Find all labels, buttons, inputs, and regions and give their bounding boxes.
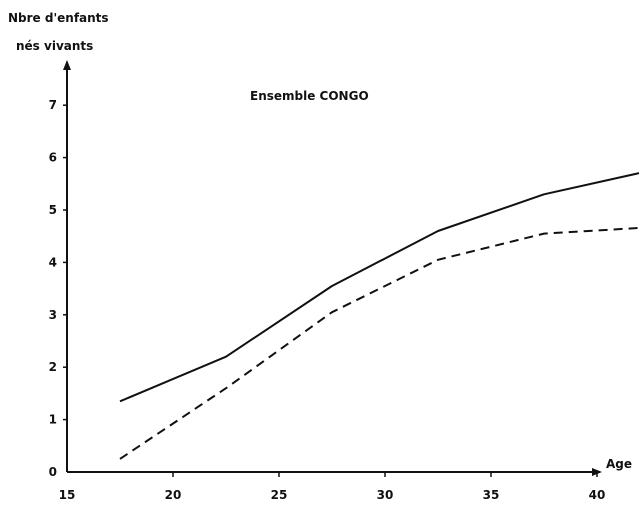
y-tick-label: 2 (49, 360, 57, 374)
y-tick-label: 3 (49, 308, 57, 322)
series-line-solid (119, 172, 639, 403)
y-tick-label: 6 (49, 151, 57, 165)
y-axis-label-line-2: nés vivants (16, 39, 93, 53)
x-tick-label: 40 (589, 488, 606, 502)
y-axis-label-line-1: Nbre d'enfants (8, 11, 109, 25)
x-tick-label: 25 (271, 488, 288, 502)
y-tick-label: 4 (49, 255, 57, 269)
ticks: 1520253035404550556001234567 (49, 98, 606, 502)
x-axis-label: Age (606, 457, 632, 471)
x-tick-label: 35 (483, 488, 500, 502)
y-tick-label: 1 (49, 413, 57, 427)
y-tick-label: 7 (49, 98, 57, 112)
x-tick-label: 20 (165, 488, 182, 502)
x-tick-label: 15 (59, 488, 76, 502)
axes (63, 60, 602, 476)
series-group (119, 172, 639, 460)
series-line-dashed (119, 226, 639, 460)
y-axis-arrow (63, 60, 71, 70)
y-tick-label: 0 (49, 465, 57, 479)
y-tick-label: 5 (49, 203, 57, 217)
chart-title: Ensemble CONGO (250, 89, 369, 103)
x-tick-label: 30 (377, 488, 394, 502)
